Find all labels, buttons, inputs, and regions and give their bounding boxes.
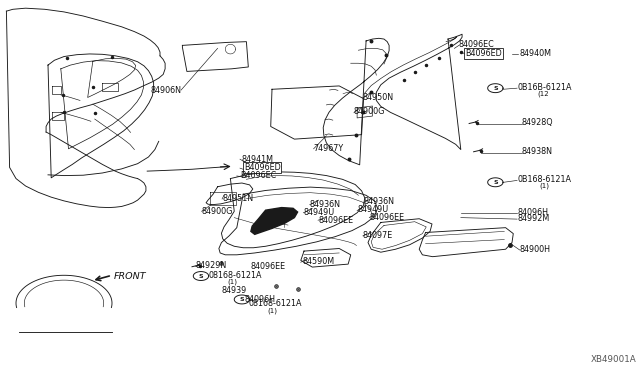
Text: 84950N: 84950N (363, 93, 394, 102)
Text: 84096H: 84096H (517, 208, 548, 217)
Text: 84949U: 84949U (303, 208, 335, 217)
Text: 84941M: 84941M (242, 155, 274, 164)
Text: 84929N: 84929N (196, 262, 227, 270)
Text: (1): (1) (540, 183, 550, 189)
Text: 84992M: 84992M (517, 214, 549, 223)
Text: 84096EE: 84096EE (318, 216, 353, 225)
Text: B4096ED: B4096ED (465, 49, 502, 58)
Text: S: S (493, 86, 498, 91)
Text: 84096H: 84096H (244, 295, 275, 304)
Text: 84900H: 84900H (520, 245, 550, 254)
Text: 84939: 84939 (221, 286, 246, 295)
Text: 84906N: 84906N (150, 86, 181, 94)
Text: 84949U: 84949U (357, 205, 388, 214)
Text: (12: (12 (538, 91, 549, 97)
Text: 74967Y: 74967Y (314, 144, 344, 153)
Text: S: S (239, 297, 244, 302)
Text: 0B168-6121A: 0B168-6121A (517, 175, 571, 184)
Text: 84900G: 84900G (354, 107, 385, 116)
Text: 84936N: 84936N (364, 198, 394, 206)
Text: FRONT: FRONT (114, 272, 147, 280)
Text: 84097E: 84097E (363, 231, 393, 240)
Text: 84938N: 84938N (522, 147, 552, 156)
Text: 84590M: 84590M (302, 257, 334, 266)
Text: 84096EC: 84096EC (459, 40, 495, 49)
Text: 84940M: 84940M (520, 49, 552, 58)
Text: S: S (198, 273, 204, 279)
Text: B4096EC: B4096EC (240, 171, 276, 180)
Text: 84096EE: 84096EE (369, 213, 404, 222)
Text: 84928Q: 84928Q (522, 118, 553, 127)
Text: (1): (1) (227, 279, 237, 285)
Text: 08168-6121A: 08168-6121A (209, 271, 262, 280)
Text: 84096EE: 84096EE (251, 262, 286, 271)
Text: B4096ED: B4096ED (244, 163, 280, 172)
Text: 08168-6121A: 08168-6121A (248, 299, 302, 308)
Text: S: S (493, 180, 498, 185)
Polygon shape (251, 208, 298, 234)
Text: 0B16B-6121A: 0B16B-6121A (517, 83, 572, 92)
Text: 84900G: 84900G (202, 207, 233, 216)
Text: 84936N: 84936N (310, 200, 340, 209)
Text: XB49001A: XB49001A (591, 355, 637, 364)
Text: (1): (1) (268, 308, 278, 314)
Text: 84951N: 84951N (223, 194, 254, 203)
